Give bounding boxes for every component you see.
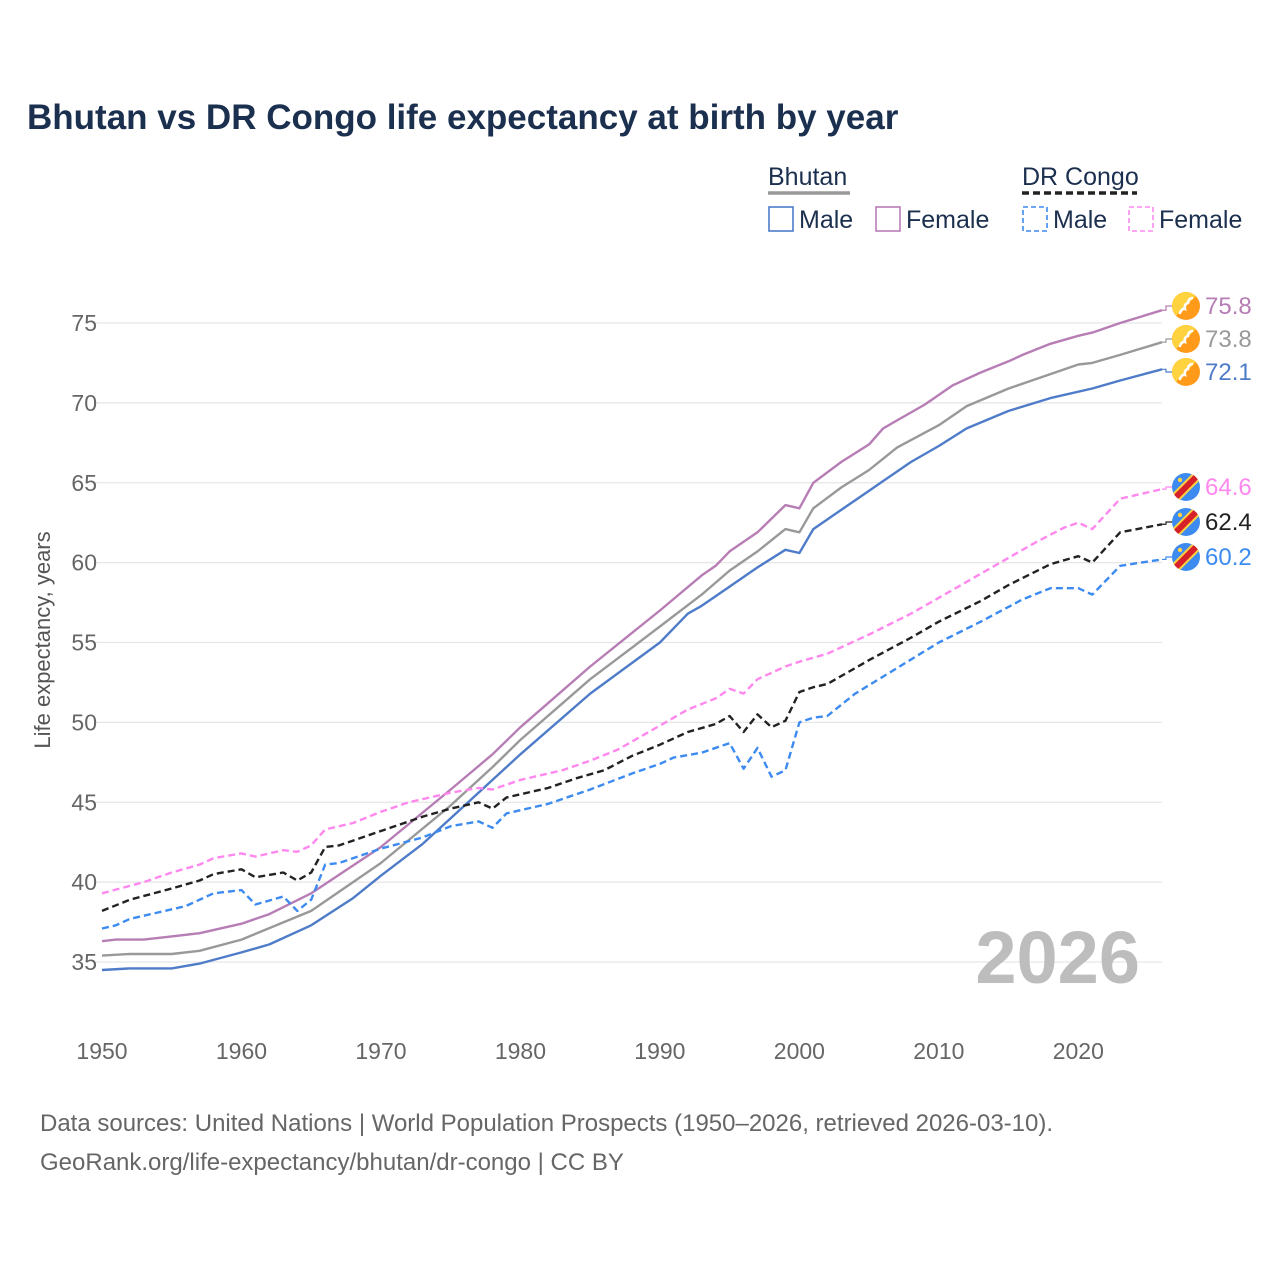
series-line-dr-congo-total[interactable]: [101, 523, 1163, 913]
end-value-label: 72.1: [1205, 359, 1252, 386]
x-tick-label: 1990: [634, 1038, 685, 1064]
x-tick-label: 1950: [76, 1038, 127, 1064]
year-watermark: 2026: [975, 916, 1140, 999]
legend-group-bhutan: Bhutan: [768, 163, 847, 191]
end-value-label: 64.6: [1205, 474, 1252, 501]
end-value-label: 62.4: [1205, 509, 1252, 536]
y-tick-label: 40: [71, 869, 97, 895]
legend: Bhutan Male Female DR Congo Male Female: [768, 163, 1242, 234]
bhutan-flag-icon: [1172, 292, 1200, 320]
legend-swatch-bhutan-male: [768, 206, 794, 232]
chart-title: Bhutan vs DR Congo life expectancy at bi…: [27, 98, 899, 137]
legend-swatch-drc-male: [1022, 206, 1048, 232]
bhutan-flag-icon: [1172, 325, 1200, 353]
series-lines: [101, 309, 1163, 972]
series-line-bhutan-female[interactable]: [101, 309, 1163, 943]
end-value-label: 73.8: [1205, 326, 1252, 353]
dr-congo-flag-icon: [1172, 508, 1200, 536]
end-value-label: 75.8: [1205, 293, 1252, 320]
footnote-sources: Data sources: United Nations | World Pop…: [40, 1110, 1053, 1137]
legend-drc-male[interactable]: Male: [1053, 206, 1107, 234]
legend-bhutan-female[interactable]: Female: [906, 206, 989, 234]
x-tick-label: 1970: [355, 1038, 406, 1064]
x-tick-label: 1980: [495, 1038, 546, 1064]
x-tick-label: 2020: [1053, 1038, 1104, 1064]
legend-swatch-drc-female: [1128, 206, 1154, 232]
legend-drc-female[interactable]: Female: [1159, 206, 1242, 234]
y-tick-label: 75: [71, 310, 97, 336]
end-connector: [1162, 521, 1172, 525]
series-line-bhutan-total[interactable]: [101, 341, 1163, 957]
y-tick-label: 35: [71, 949, 97, 975]
y-tick-label: 55: [71, 630, 97, 656]
y-tick-label: 45: [71, 789, 97, 815]
end-connector: [1162, 368, 1172, 373]
series-line-bhutan-male[interactable]: [101, 368, 1163, 972]
series-line-dr-congo-female[interactable]: [101, 487, 1163, 895]
y-axis-label: Life expectancy, years: [30, 531, 55, 748]
bhutan-flag-icon: [1172, 358, 1200, 386]
end-connector: [1162, 338, 1172, 343]
series-line-dr-congo-male[interactable]: [101, 558, 1163, 930]
end-connector: [1162, 556, 1172, 561]
y-axis-ticks: 35 40 45 50 55 60 65 70 75: [71, 310, 97, 975]
end-connector: [1162, 486, 1172, 490]
legend-swatch-bhutan-female: [875, 206, 901, 232]
x-tick-label: 2010: [913, 1038, 964, 1064]
x-axis-ticks: 1950 1960 1970 1980 1990 2000 2010 2020: [76, 1038, 1103, 1064]
end-connector: [1162, 305, 1172, 311]
x-tick-label: 1960: [216, 1038, 267, 1064]
legend-bhutan-male[interactable]: Male: [799, 206, 853, 234]
y-tick-label: 50: [71, 709, 97, 735]
end-value-label: 60.2: [1205, 544, 1252, 571]
legend-group-dr-congo: DR Congo: [1022, 163, 1139, 191]
y-tick-label: 65: [71, 470, 97, 496]
end-labels: 75.8 73.8 72.1 64.6 62.4 60.2: [1162, 292, 1252, 571]
y-tick-label: 60: [71, 550, 97, 576]
dr-congo-flag-icon: [1172, 473, 1200, 501]
grid: [95, 322, 1162, 963]
dr-congo-flag-icon: [1172, 543, 1200, 571]
footnote-link[interactable]: GeoRank.org/life-expectancy/bhutan/dr-co…: [40, 1149, 624, 1176]
y-tick-label: 70: [71, 390, 97, 416]
x-tick-label: 2000: [774, 1038, 825, 1064]
